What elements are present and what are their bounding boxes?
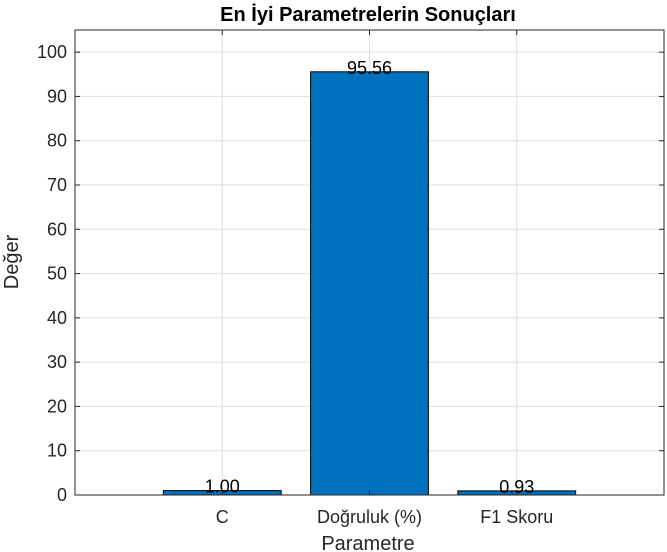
y-tick-label: 0 (57, 485, 67, 505)
data-label: 0.93 (499, 477, 534, 497)
y-tick-label: 60 (47, 219, 67, 239)
y-tick-label: 90 (47, 86, 67, 106)
y-axis-label: Değer (1, 234, 23, 289)
bar-2 (310, 71, 429, 496)
x-tick-label: F1 Skoru (480, 507, 553, 527)
y-tick-label: 100 (37, 42, 67, 62)
y-tick-label: 80 (47, 131, 67, 151)
y-tick-label: 50 (47, 264, 67, 284)
y-tick-label: 20 (47, 396, 67, 416)
y-tick-label: 40 (47, 308, 67, 328)
x-tick-label: C (216, 507, 229, 527)
plot-area: 0 10 20 30 40 50 60 70 80 90 100 C Doğruluk (%) F1 Sk… (37, 29, 665, 527)
x-axis-label: Parametre (321, 533, 414, 552)
y-tick-label: 70 (47, 175, 67, 195)
data-label: 95.56 (347, 58, 392, 78)
y-tick-label: 10 (47, 441, 67, 461)
x-tick-label: Doğruluk (%) (317, 507, 422, 527)
y-tick-label: 30 (47, 352, 67, 372)
data-label: 1.00 (205, 477, 240, 497)
chart-title: En İyi Parametrelerin Sonuçları (220, 3, 516, 26)
